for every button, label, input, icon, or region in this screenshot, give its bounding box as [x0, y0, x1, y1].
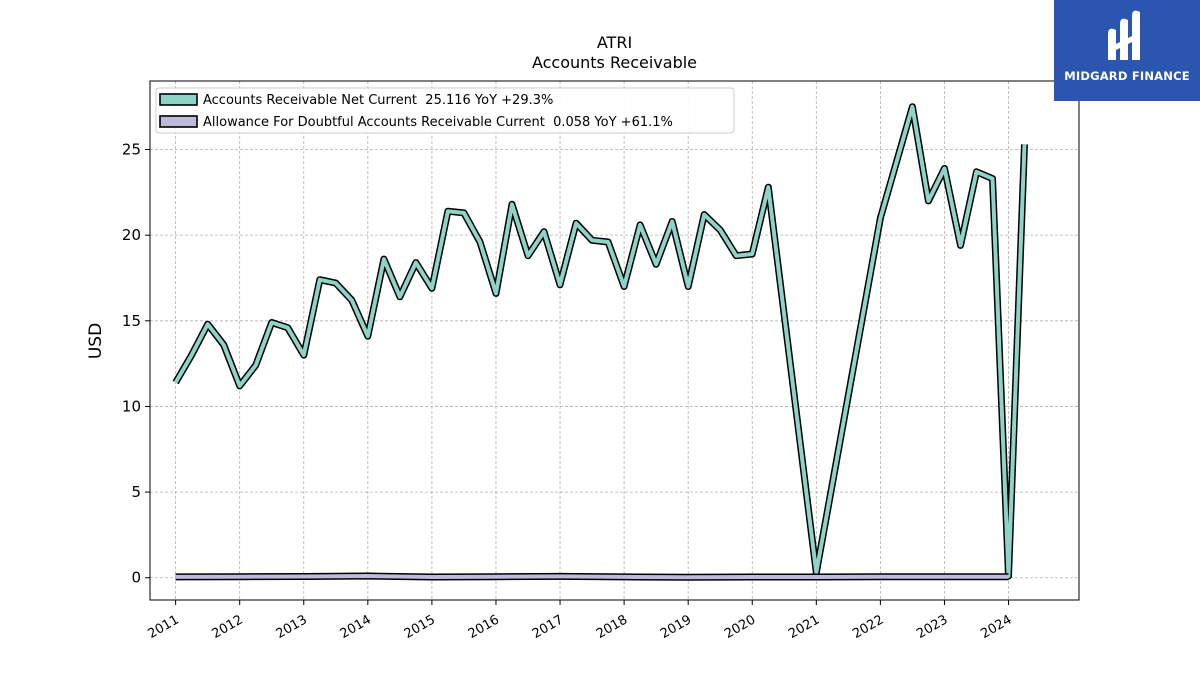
brand-mark-icon	[1108, 10, 1140, 61]
x-tick-label-2017: 2017	[530, 612, 566, 642]
y-tick-label-5: 5	[131, 483, 141, 501]
x-tick-label-2018: 2018	[594, 612, 630, 642]
series-line-1	[175, 574, 1009, 580]
x-tick-label-2024: 2024	[978, 612, 1014, 642]
series-line-0	[173, 104, 1027, 578]
grid-lines	[150, 81, 1079, 600]
legend-box	[155, 87, 735, 134]
x-tick-label-2011: 2011	[145, 612, 181, 642]
brand-name: MIDGARD FINANCE	[1064, 69, 1190, 83]
x-tick-label-2020: 2020	[722, 612, 758, 642]
x-tick-label-2013: 2013	[274, 612, 310, 642]
x-tick-label-2019: 2019	[658, 612, 694, 642]
x-tick-label-2022: 2022	[850, 612, 886, 642]
brand-logo: MIDGARD FINANCE	[1054, 0, 1200, 101]
x-tick-label-2014: 2014	[338, 612, 374, 642]
y-tick-label-25: 25	[122, 141, 141, 159]
x-tick-label-2015: 2015	[402, 612, 438, 642]
legend-swatch-receivable	[159, 93, 198, 106]
y-tick-label-0: 0	[131, 569, 141, 587]
x-tick-label-2023: 2023	[914, 612, 950, 642]
chart-subtitle: Accounts Receivable	[532, 53, 697, 72]
y-tick-label-10: 10	[122, 397, 141, 415]
x-tick-label-2021: 2021	[786, 612, 822, 642]
y-tick-label-20: 20	[122, 226, 141, 244]
chart-title: ATRI	[597, 33, 632, 52]
x-tick-label-2012: 2012	[210, 612, 246, 642]
x-tick-label-2016: 2016	[466, 612, 502, 642]
legend: Accounts Receivable Net Current 25.116 Y…	[155, 87, 735, 134]
legend-swatch-allowance	[159, 115, 198, 128]
y-tick-label-15: 15	[122, 312, 141, 330]
series-outline-0	[172, 103, 1028, 580]
series-lines	[172, 103, 1028, 581]
plot-frame	[149, 80, 1080, 601]
y-axis-label: USD	[86, 323, 106, 359]
legend-label-receivable: Accounts Receivable Net Current 25.116 Y…	[203, 93, 553, 108]
legend-label-allowance: Allowance For Doubtful Accounts Receivab…	[203, 115, 673, 130]
